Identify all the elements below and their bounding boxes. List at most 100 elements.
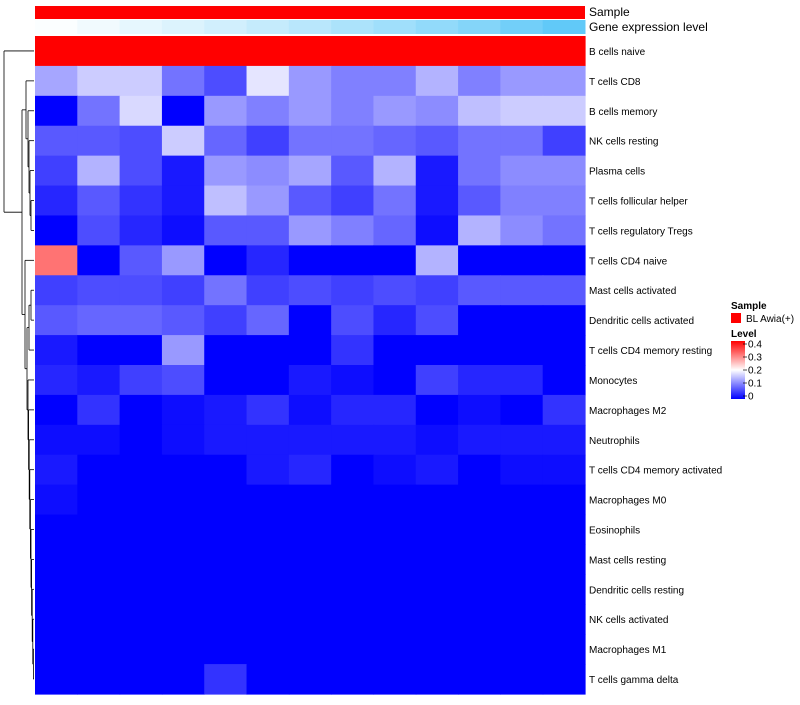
heatmap-cell <box>77 574 121 605</box>
heatmap-cell <box>35 215 78 246</box>
heatmap-cell <box>204 125 248 157</box>
heatmap-cell <box>161 36 205 67</box>
heatmap-cell <box>542 424 586 456</box>
heatmap-cell <box>331 95 375 127</box>
heatmap-cell <box>415 245 459 276</box>
heatmap-cell <box>288 65 332 97</box>
heatmap-cell <box>458 155 501 187</box>
heatmap-cell <box>373 514 417 546</box>
legend-tick-label: 0.3 <box>748 353 762 364</box>
heatmap-cell <box>500 484 544 516</box>
heatmap-cell <box>288 245 332 276</box>
heatmap-cell <box>415 365 459 396</box>
legend: Sample BL Awia(+) Level 0.4 0.3 0.2 0.1 0 <box>731 301 794 403</box>
gene-expression-cell <box>542 20 586 34</box>
legend-color-bar <box>731 341 745 399</box>
heatmap-cell <box>204 514 248 546</box>
heatmap-cell <box>373 544 417 575</box>
heatmap-cell <box>119 185 163 217</box>
heatmap-cell <box>331 245 375 276</box>
heatmap-cell <box>77 65 121 97</box>
heatmap-cell <box>373 634 417 665</box>
heatmap-cell <box>331 275 375 306</box>
row-label: T cells gamma delta <box>589 675 679 686</box>
heatmap-cell <box>246 65 290 97</box>
heatmap-cell <box>119 275 163 306</box>
gene-expression-cell <box>458 20 501 34</box>
heatmap-cell <box>119 544 163 575</box>
heatmap-cell <box>77 514 121 546</box>
row-label: Mast cells activated <box>589 286 676 297</box>
heatmap-cell <box>458 574 501 605</box>
heatmap-cell <box>458 335 501 366</box>
heatmap-cell <box>35 544 78 575</box>
heatmap-cell <box>77 155 121 187</box>
heatmap-cell <box>246 215 290 246</box>
heatmap-cell <box>542 544 586 575</box>
heatmap-cell <box>246 634 290 665</box>
heatmap-cell <box>331 65 375 97</box>
heatmap-cell <box>373 335 417 366</box>
heatmap-cell <box>288 125 332 157</box>
heatmap-cell <box>77 664 121 695</box>
row-label: Plasma cells <box>589 167 645 178</box>
heatmap-cell <box>35 125 78 157</box>
heatmap-cell <box>331 365 375 396</box>
sample-annotation-bar <box>35 6 585 19</box>
heatmap-cell <box>35 36 78 67</box>
heatmap-cell <box>77 365 121 396</box>
heatmap-cell <box>77 275 121 306</box>
row-label: B cells naive <box>589 47 646 58</box>
heatmap-cell <box>204 365 248 396</box>
heatmap-cell <box>373 275 417 306</box>
heatmap-cell <box>246 664 290 695</box>
heatmap-cell <box>161 365 205 396</box>
heatmap-cell <box>35 155 78 187</box>
legend-tick-label: 0.4 <box>748 340 762 351</box>
heatmap-cell <box>500 544 544 575</box>
row-label: NK cells activated <box>589 615 668 626</box>
heatmap-cell <box>35 514 78 546</box>
gene-expression-annotation-bar <box>35 20 586 34</box>
heatmap-cell <box>500 634 544 665</box>
heatmap-cell <box>204 65 248 97</box>
heatmap-cell <box>288 215 332 246</box>
heatmap-cell <box>500 335 544 366</box>
heatmap-cell <box>331 185 375 217</box>
heatmap-cell <box>246 185 290 217</box>
heatmap-cell <box>458 95 501 127</box>
heatmap-cell <box>500 95 544 127</box>
heatmap-cell <box>542 335 586 366</box>
heatmap-cell <box>161 484 205 516</box>
heatmap-cell <box>542 305 586 336</box>
heatmap-cell <box>458 514 501 546</box>
heatmap-cell <box>331 424 375 456</box>
heatmap-cell <box>35 365 78 396</box>
heatmap-cell <box>161 634 205 665</box>
heatmap-cell <box>500 574 544 605</box>
heatmap-cell <box>35 454 78 486</box>
heatmap-cell <box>204 36 248 67</box>
heatmap-cell <box>542 36 586 67</box>
heatmap-cell <box>458 634 501 665</box>
heatmap-cell <box>542 664 586 695</box>
heatmap-cell <box>119 125 163 157</box>
heatmap-cell <box>204 155 248 187</box>
row-label: Neutrophils <box>589 436 640 447</box>
heatmap-cell <box>500 275 544 306</box>
heatmap-cell <box>119 95 163 127</box>
heatmap-cell <box>415 454 459 486</box>
heatmap-cell <box>331 454 375 486</box>
heatmap-cell <box>77 185 121 217</box>
heatmap-cell <box>119 634 163 665</box>
heatmap-cell <box>415 544 459 575</box>
heatmap-cell <box>119 394 163 426</box>
heatmap-cell <box>161 245 205 276</box>
heatmap-cell <box>35 65 78 97</box>
heatmap-cell <box>288 484 332 516</box>
sample-annotation-cell <box>35 6 585 19</box>
gene-expression-annotation-label: Gene expression level <box>589 20 708 34</box>
heatmap-cell <box>204 275 248 306</box>
heatmap-cell <box>500 36 544 67</box>
